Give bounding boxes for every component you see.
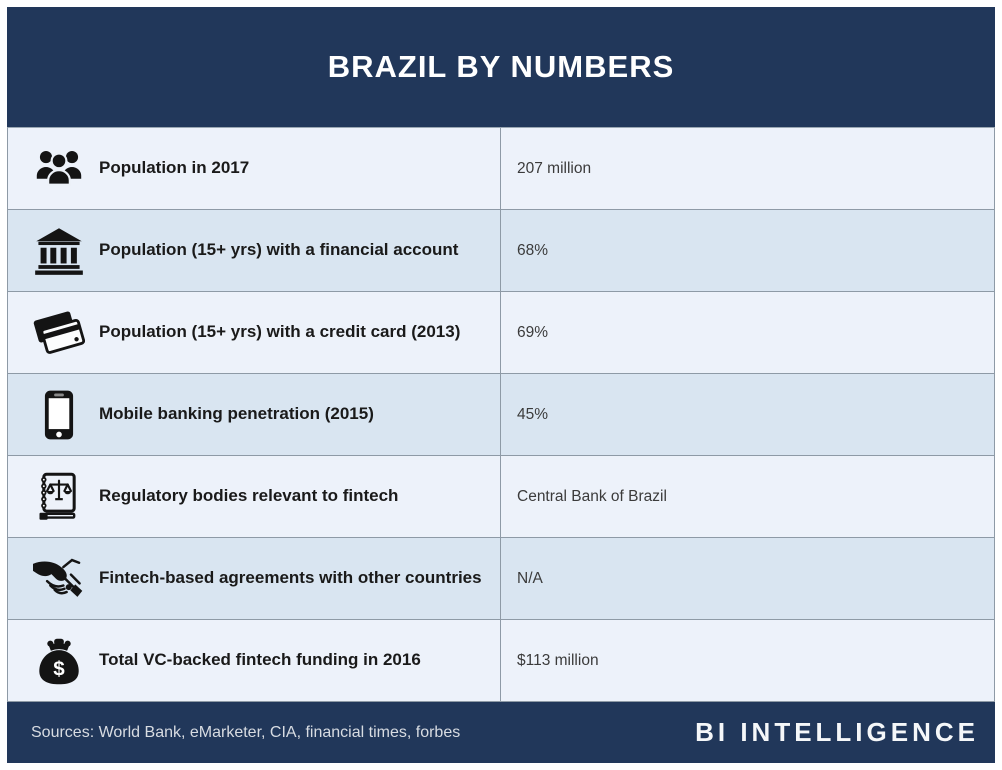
value-cell: 207 million: [500, 128, 994, 209]
metric-label: Population in 2017: [99, 158, 250, 178]
table-row: Fintech-based agreements with other coun…: [8, 537, 994, 619]
users-icon: [31, 141, 87, 197]
header: BRAZIL BY NUMBERS: [7, 7, 995, 127]
value-cell: 45%: [500, 374, 994, 455]
metric-value: N/A: [517, 569, 543, 587]
value-cell: N/A: [500, 538, 994, 619]
metric-value: $113 million: [517, 651, 599, 669]
svg-text:$: $: [53, 657, 65, 680]
metric-value: 45%: [517, 405, 549, 423]
value-cell: 68%: [500, 210, 994, 291]
table-row: Population (15+ yrs) with a credit card …: [8, 291, 994, 373]
sources-text: Sources: World Bank, eMarketer, CIA, fin…: [31, 723, 461, 741]
value-cell: 69%: [500, 292, 994, 373]
metric-label: Regulatory bodies relevant to fintech: [99, 486, 399, 506]
metric-value: Central Bank of Brazil: [517, 487, 667, 505]
metric-label: Population (15+ yrs) with a credit card …: [99, 322, 461, 342]
metric-label: Fintech-based agreements with other coun…: [99, 568, 482, 588]
footer: Sources: World Bank, eMarketer, CIA, fin…: [7, 702, 995, 763]
table-row: $ Total VC-backed fintech funding in 2016…: [8, 619, 994, 701]
bank-icon: [31, 223, 87, 279]
law-book-icon: [31, 469, 87, 525]
value-cell: $113 million: [500, 620, 994, 701]
infographic: BRAZIL BY NUMBERS Population in 2017 207 …: [7, 7, 995, 763]
metric-cell: Regulatory bodies relevant to fintech: [8, 456, 500, 537]
metric-label: Population (15+ yrs) with a financial ac…: [99, 240, 459, 260]
metric-value: 207 million: [517, 159, 592, 177]
data-table: Population in 2017 207 million Population …: [7, 127, 995, 702]
page-title: BRAZIL BY NUMBERS: [327, 49, 675, 84]
metric-label: Mobile banking penetration (2015): [99, 404, 374, 424]
metric-cell: Population (15+ yrs) with a financial ac…: [8, 210, 500, 291]
metric-cell: Fintech-based agreements with other coun…: [8, 538, 500, 619]
metric-label: Total VC-backed fintech funding in 2016: [99, 650, 421, 670]
metric-cell: Mobile banking penetration (2015): [8, 374, 500, 455]
credit-cards-icon: [31, 305, 87, 361]
table-row: Population in 2017 207 million: [8, 128, 994, 209]
value-cell: Central Bank of Brazil: [500, 456, 994, 537]
handshake-icon: [31, 551, 87, 607]
smartphone-icon: [31, 387, 87, 443]
metric-cell: $ Total VC-backed fintech funding in 2016: [8, 620, 500, 701]
table-row: Population (15+ yrs) with a financial ac…: [8, 209, 994, 291]
metric-cell: Population in 2017: [8, 128, 500, 209]
metric-cell: Population (15+ yrs) with a credit card …: [8, 292, 500, 373]
bi-intelligence-logo: BI INTELLIGENCE: [695, 717, 979, 747]
metric-value: 69%: [517, 323, 549, 341]
metric-value: 68%: [517, 241, 549, 259]
money-bag-icon: $: [31, 633, 87, 689]
table-row: Mobile banking penetration (2015) 45%: [8, 373, 994, 455]
table-row: Regulatory bodies relevant to fintech Cen…: [8, 455, 994, 537]
